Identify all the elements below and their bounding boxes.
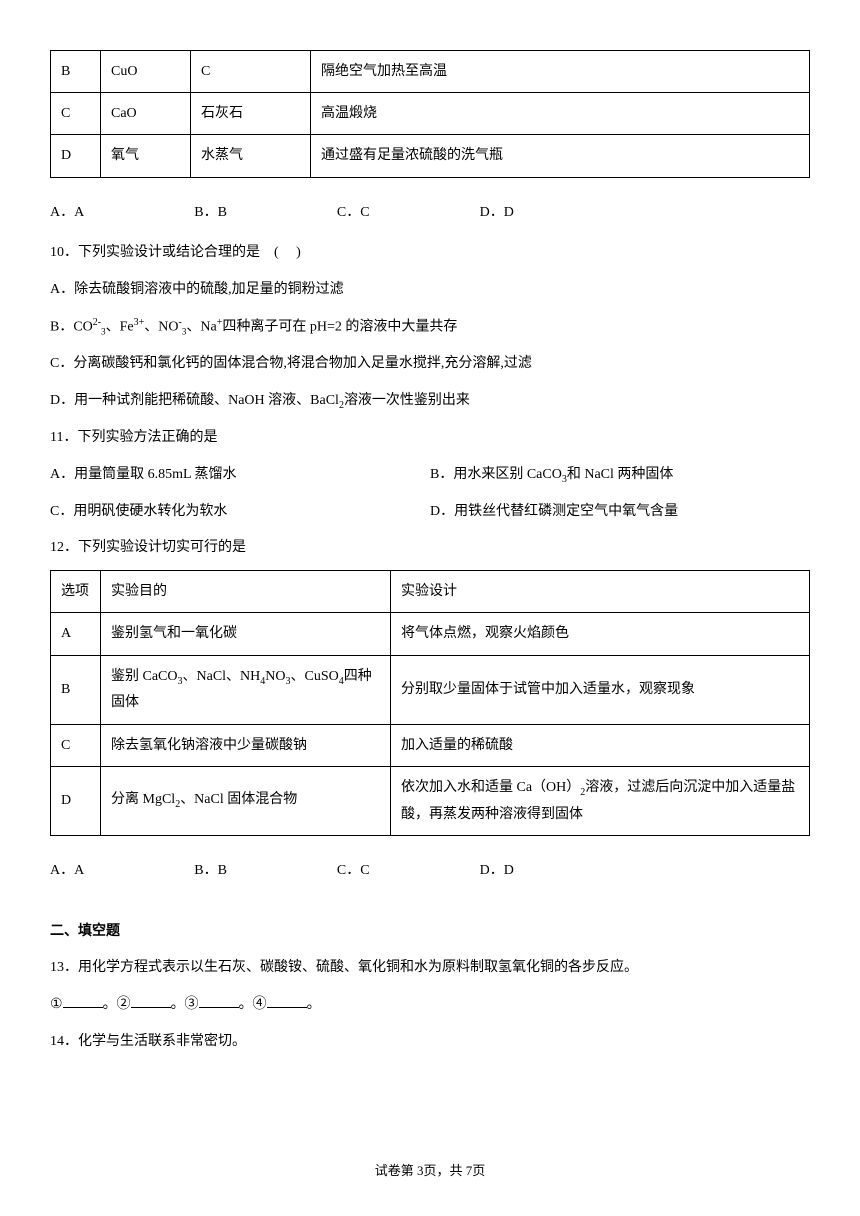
table-question-9: B CuO C 隔绝空气加热至高温 C CaO 石灰石 高温煅烧 D 氧气 水蒸… [50, 50, 810, 178]
cell-opt: A [51, 613, 101, 655]
text: 、Na [186, 320, 216, 335]
text: 、CuSO [291, 669, 339, 684]
text: B．CO [50, 320, 93, 335]
cell-purpose: 除去氢氧化钠溶液中少量碳酸钠 [101, 724, 391, 766]
blank-2[interactable] [131, 994, 171, 1008]
header-opt: 选项 [51, 571, 101, 613]
table-header-row: 选项 实验目的 实验设计 [51, 571, 810, 613]
blank-3[interactable] [199, 994, 239, 1008]
cell-purpose: 鉴别 CaCO3、NaCl、NH4NO3、CuSO4四种固体 [101, 655, 391, 724]
cell: 石灰石 [191, 93, 311, 135]
label: 。 [307, 997, 321, 1012]
q11-option-c: C．用明矾使硬水转化为软水 [50, 497, 430, 528]
option-a: A．A [50, 198, 84, 229]
q10-option-c: C．分离碳酸钙和氯化钙的固体混合物,将混合物加入足量水搅拌,充分溶解,过滤 [50, 349, 810, 380]
question-12-stem: 12．下列实验设计切实可行的是 [50, 533, 810, 564]
option-b: B．B [194, 198, 227, 229]
option-d: D．D [480, 856, 514, 887]
text: NO [265, 669, 285, 684]
text: 四种离子可在 pH=2 的溶液中大量共存 [222, 320, 457, 335]
table-row: C 除去氢氧化钠溶液中少量碳酸钠 加入适量的稀硫酸 [51, 724, 810, 766]
blank-4[interactable] [267, 994, 307, 1008]
text: 、Fe [106, 320, 134, 335]
cell-purpose: 鉴别氢气和一氧化碳 [101, 613, 391, 655]
text: 分离 MgCl [111, 792, 175, 807]
blank-1[interactable] [63, 994, 103, 1008]
q11-row-2: C．用明矾使硬水转化为软水 D．用铁丝代替红磷测定空气中氧气含量 [50, 497, 810, 528]
answer-options-9: A．A B．B C．C D．D [50, 198, 810, 229]
page-footer: 试卷第 3页，共 7页 [0, 1157, 860, 1186]
text: 、NaCl、NH [183, 669, 261, 684]
header-purpose: 实验目的 [101, 571, 391, 613]
option-b: B．B [194, 856, 227, 887]
q11-option-d: D．用铁丝代替红磷测定空气中氧气含量 [430, 497, 810, 528]
q13-blanks: ① 。② 。③ 。④ 。 [50, 990, 810, 1021]
text: 、NO [144, 320, 178, 335]
q10-option-d: D．用一种试剂能把稀硫酸、NaOH 溶液、BaCl2溶液一次性鉴别出来 [50, 386, 810, 417]
q11-option-a: A．用量筒量取 6.85mL 蒸馏水 [50, 460, 430, 491]
cell-purpose: 分离 MgCl2、NaCl 固体混合物 [101, 766, 391, 835]
option-c: C．C [337, 856, 370, 887]
section-2-title: 二、填空题 [50, 917, 810, 948]
q10-option-b: B．CO2-3、Fe3+、NO-3、Na+四种离子可在 pH=2 的溶液中大量共… [50, 312, 810, 343]
label: ① [50, 997, 63, 1012]
text: B．用水来区别 CaCO [430, 467, 562, 482]
table-row: C CaO 石灰石 高温煅烧 [51, 93, 810, 135]
cell-design: 依次加入水和适量 Ca（OH）2溶液，过滤后向沉淀中加入适量盐酸，再蒸发两种溶液… [391, 766, 810, 835]
cell-opt: B [51, 51, 101, 93]
table-question-12: 选项 实验目的 实验设计 A 鉴别氢气和一氧化碳 将气体点燃，观察火焰颜色 B … [50, 570, 810, 836]
text: 溶液一次性鉴别出来 [344, 393, 470, 408]
q10-option-a: A．除去硫酸铜溶液中的硫酸,加足量的铜粉过滤 [50, 275, 810, 306]
cell-design: 将气体点燃，观察火焰颜色 [391, 613, 810, 655]
option-d: D．D [480, 198, 514, 229]
q11-option-b: B．用水来区别 CaCO3和 NaCl 两种固体 [430, 460, 810, 491]
question-11-stem: 11．下列实验方法正确的是 [50, 423, 810, 454]
cell: C [191, 51, 311, 93]
table-row: B 鉴别 CaCO3、NaCl、NH4NO3、CuSO4四种固体 分别取少量固体… [51, 655, 810, 724]
label: 。③ [171, 997, 199, 1012]
table-row: B CuO C 隔绝空气加热至高温 [51, 51, 810, 93]
cell-design: 加入适量的稀硫酸 [391, 724, 810, 766]
cell: CaO [101, 93, 191, 135]
table-row: A 鉴别氢气和一氧化碳 将气体点燃，观察火焰颜色 [51, 613, 810, 655]
cell: 通过盛有足量浓硫酸的洗气瓶 [311, 135, 810, 177]
cell-opt: B [51, 655, 101, 724]
table-row: D 氧气 水蒸气 通过盛有足量浓硫酸的洗气瓶 [51, 135, 810, 177]
question-14-stem: 14．化学与生活联系非常密切。 [50, 1027, 810, 1058]
cell: 隔绝空气加热至高温 [311, 51, 810, 93]
option-a: A．A [50, 856, 84, 887]
text: 和 NaCl 两种固体 [567, 467, 674, 482]
header-design: 实验设计 [391, 571, 810, 613]
text: 、NaCl 固体混合物 [180, 792, 297, 807]
label: 。② [103, 997, 131, 1012]
text: 依次加入水和适量 Ca（OH） [401, 780, 580, 795]
cell: 氧气 [101, 135, 191, 177]
cell-opt: D [51, 766, 101, 835]
superscript: 2- [93, 317, 101, 328]
option-c: C．C [337, 198, 370, 229]
label: 。④ [239, 997, 267, 1012]
cell-opt: C [51, 93, 101, 135]
answer-options-12: A．A B．B C．C D．D [50, 856, 810, 887]
superscript: 3+ [134, 317, 145, 328]
table-row: D 分离 MgCl2、NaCl 固体混合物 依次加入水和适量 Ca（OH）2溶液… [51, 766, 810, 835]
cell: 高温煅烧 [311, 93, 810, 135]
text: D．用一种试剂能把稀硫酸、NaOH 溶液、BaCl [50, 393, 339, 408]
cell: CuO [101, 51, 191, 93]
cell-opt: D [51, 135, 101, 177]
q11-row-1: A．用量筒量取 6.85mL 蒸馏水 B．用水来区别 CaCO3和 NaCl 两… [50, 460, 810, 491]
question-13-stem: 13．用化学方程式表示以生石灰、碳酸铵、硫酸、氧化铜和水为原料制取氢氧化铜的各步… [50, 953, 810, 984]
cell: 水蒸气 [191, 135, 311, 177]
cell-design: 分别取少量固体于试管中加入适量水，观察现象 [391, 655, 810, 724]
cell-opt: C [51, 724, 101, 766]
text: 鉴别 CaCO [111, 669, 178, 684]
question-10-stem: 10．下列实验设计或结论合理的是 ( ) [50, 238, 810, 269]
